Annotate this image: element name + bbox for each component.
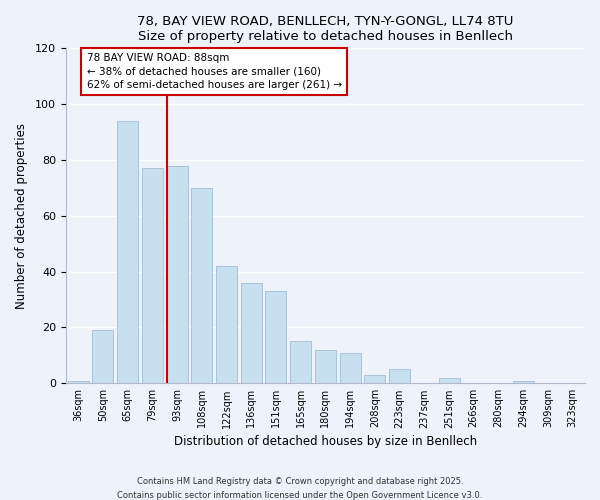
Bar <box>389 370 410 384</box>
Bar <box>167 166 188 384</box>
Bar <box>364 375 385 384</box>
Bar <box>439 378 460 384</box>
Bar <box>92 330 113 384</box>
Text: Contains HM Land Registry data © Crown copyright and database right 2025.
Contai: Contains HM Land Registry data © Crown c… <box>118 478 482 500</box>
Bar <box>315 350 336 384</box>
Y-axis label: Number of detached properties: Number of detached properties <box>15 123 28 309</box>
Bar <box>512 380 533 384</box>
Bar <box>191 188 212 384</box>
X-axis label: Distribution of detached houses by size in Benllech: Distribution of detached houses by size … <box>174 434 477 448</box>
Bar <box>265 291 286 384</box>
Bar <box>241 283 262 384</box>
Bar <box>68 380 89 384</box>
Bar <box>142 168 163 384</box>
Title: 78, BAY VIEW ROAD, BENLLECH, TYN-Y-GONGL, LL74 8TU
Size of property relative to : 78, BAY VIEW ROAD, BENLLECH, TYN-Y-GONGL… <box>137 15 514 43</box>
Bar <box>340 352 361 384</box>
Bar <box>290 342 311 384</box>
Text: 78 BAY VIEW ROAD: 88sqm
← 38% of detached houses are smaller (160)
62% of semi-d: 78 BAY VIEW ROAD: 88sqm ← 38% of detache… <box>86 54 341 90</box>
Bar <box>117 121 138 384</box>
Bar <box>216 266 237 384</box>
